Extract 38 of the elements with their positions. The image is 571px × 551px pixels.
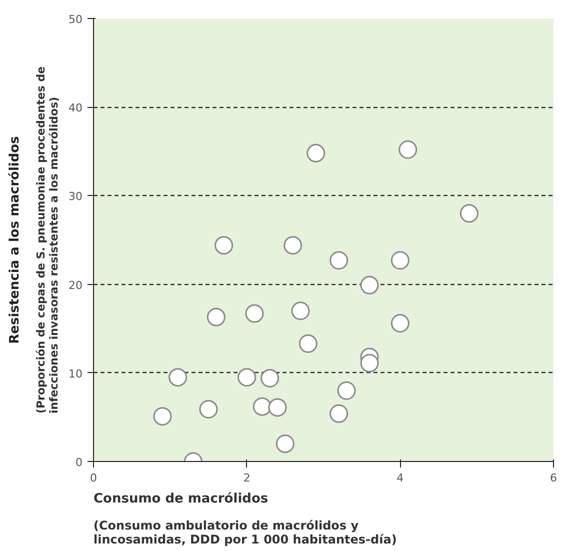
- point: [206, 308, 226, 326]
- point: [284, 236, 302, 255]
- point: [260, 368, 280, 388]
- point: [330, 404, 348, 423]
- point: [360, 276, 379, 294]
- point: [398, 140, 418, 159]
- point: [238, 368, 256, 387]
- x-tick-label: 2: [243, 472, 250, 484]
- point: [390, 314, 410, 333]
- point: [168, 368, 188, 387]
- y-tick-label: 30: [68, 190, 83, 204]
- point: [153, 407, 172, 426]
- y-tick-label: 10: [68, 367, 83, 380]
- y-tick-label: 50: [68, 13, 83, 26]
- point: [214, 236, 234, 255]
- point: [245, 304, 264, 323]
- point: [390, 251, 410, 270]
- y-axis-title: Resistencia a los macrólidos: [8, 136, 22, 344]
- y-tick-label: 20: [68, 278, 83, 292]
- x-axis-title: Consumo de macrólidos: [94, 492, 268, 506]
- point: [252, 397, 272, 416]
- point: [460, 204, 478, 223]
- point: [268, 398, 287, 417]
- point: [276, 434, 294, 454]
- point: [337, 381, 356, 400]
- point: [298, 334, 318, 353]
- x-tick-label: 4: [396, 472, 404, 484]
- point: [330, 251, 348, 270]
- text: (Proporción de cepas de S. pneumoniae procedentes de infecciones invasoras resistentes a los macrólidos): [34, 66, 60, 414]
- point: [306, 144, 326, 162]
- point: [360, 354, 379, 372]
- y-tick-label: 0: [76, 456, 82, 469]
- y-tick-label: 40: [68, 102, 83, 115]
- x-tick-label: 6: [550, 472, 557, 484]
- text: (Consumo ambulatorio de macrólidos y lincosamidas, DDD por 1 000 habitantes-día): [94, 518, 397, 546]
- x-tick-label: 0: [90, 472, 97, 484]
- point: [199, 400, 218, 418]
- point: [291, 302, 310, 320]
